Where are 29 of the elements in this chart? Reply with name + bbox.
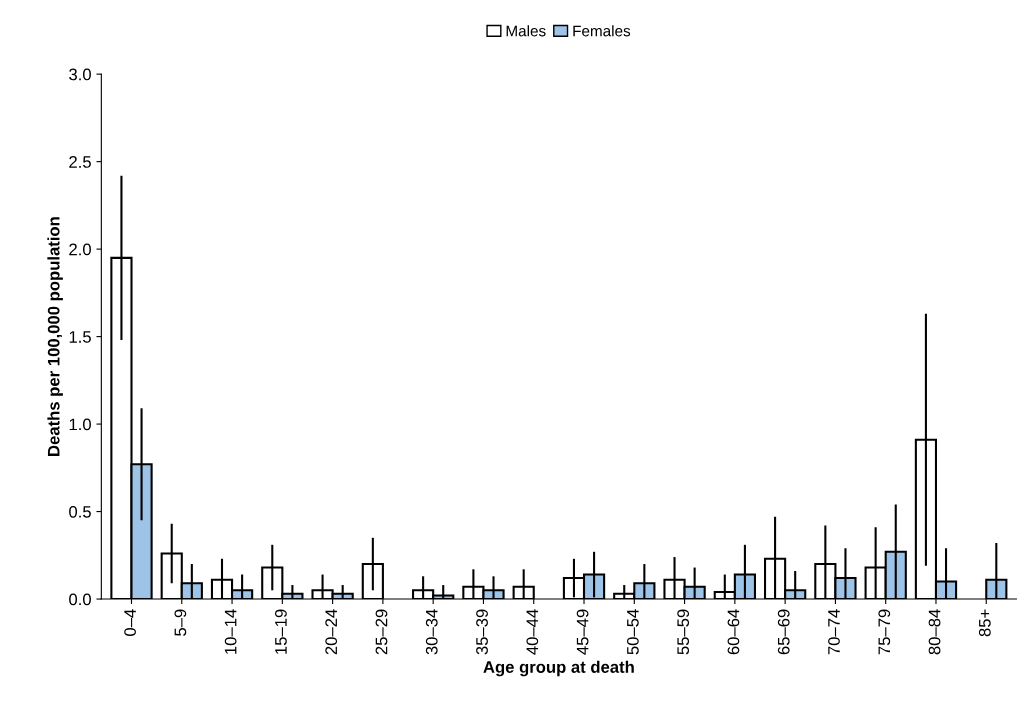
y-tick-label: 2.5: [69, 156, 91, 168]
x-tick-label: 75–79: [878, 609, 891, 655]
y-tick-label: 2.0: [69, 243, 91, 256]
x-tick-label: 65–69: [777, 609, 790, 655]
x-tick-label: 10–14: [224, 609, 237, 654]
x-tick-label: 45–49: [576, 609, 589, 655]
x-tick-label: 60–64: [727, 609, 740, 655]
y-tick-label: 1.0: [69, 418, 91, 431]
x-tick-label: 15–19: [275, 609, 287, 654]
y-tick-label: 0.5: [69, 505, 91, 518]
x-tick-label: 20–24: [325, 609, 338, 655]
x-tick-label: 25–29: [375, 609, 388, 655]
legend-label: Females: [573, 25, 631, 37]
legend-label: Males: [506, 25, 546, 37]
x-tick-label: 35–39: [476, 609, 488, 655]
x-tick-label: 30–34: [425, 609, 438, 655]
y-tick-label: 1.5: [69, 331, 91, 343]
y-tick-label: 3.0: [69, 68, 91, 81]
x-axis-title: Age group at death: [483, 660, 634, 677]
x-tick-label: 40–44: [526, 609, 539, 655]
x-tick-label: 55–59: [677, 609, 690, 655]
x-tick-label: 50–54: [626, 609, 639, 655]
x-tick-label: 85+: [978, 609, 991, 637]
x-tick-label: 0–4: [124, 609, 136, 636]
y-axis-title: Deaths per 100,000 population: [47, 217, 63, 456]
x-tick-label: 5–9: [174, 609, 187, 636]
y-tick-label: 0.0: [69, 593, 91, 606]
x-tick-label: 70–74: [828, 609, 840, 655]
x-tick-label: 80–84: [928, 609, 941, 655]
